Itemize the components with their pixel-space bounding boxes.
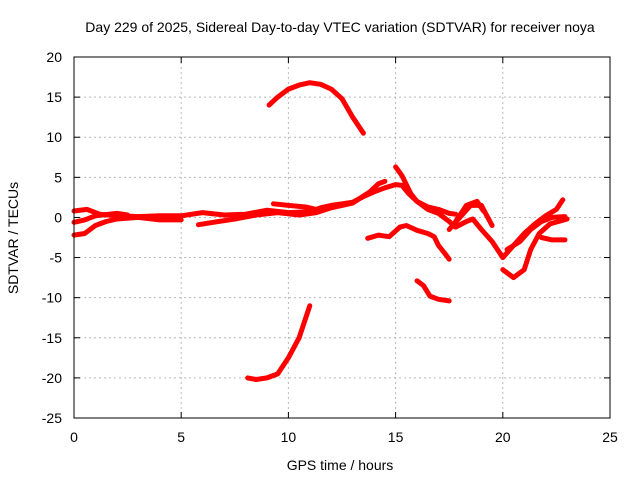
series-arc-3 <box>71 210 131 225</box>
series-arc-4 <box>195 178 388 228</box>
series-arc-14 <box>504 214 568 252</box>
y-tick-label: 15 <box>46 89 62 105</box>
series-arc-6 <box>266 80 366 136</box>
y-tick-label: 0 <box>54 209 62 225</box>
data-series <box>71 80 570 382</box>
y-tick-label: 10 <box>46 129 62 145</box>
x-axis-title: GPS time / hours <box>287 457 394 473</box>
series-arc-10 <box>393 164 566 261</box>
plot-frame <box>73 56 611 419</box>
x-tick-label: 5 <box>177 429 185 445</box>
y-tick-label: -10 <box>42 290 62 306</box>
series-arc-5 <box>270 201 319 212</box>
x-tick-label: 25 <box>602 429 618 445</box>
x-tick-label: 15 <box>388 429 404 445</box>
x-axis-ticks: 0 5 10 15 20 25 <box>70 57 618 445</box>
series-arc-13 <box>500 216 570 281</box>
chart-title: Day 229 of 2025, Sidereal Day-to-day VTE… <box>85 19 595 35</box>
series-arc-9 <box>414 278 452 304</box>
y-axis-title: SDTVAR / TECUs <box>5 182 21 294</box>
y-axis-ticks: -25 -20 -15 -10 -5 0 5 10 15 20 <box>42 49 610 426</box>
series-arc-7 <box>245 303 313 382</box>
grid <box>74 57 610 418</box>
y-tick-label: -5 <box>50 250 63 266</box>
series-arc-15 <box>538 235 568 243</box>
series-arc-8 <box>365 223 452 262</box>
y-tick-label: 5 <box>54 169 62 185</box>
x-tick-label: 0 <box>70 429 78 445</box>
x-tick-label: 20 <box>495 429 511 445</box>
x-tick-label: 10 <box>281 429 297 445</box>
y-tick-label: 20 <box>46 49 62 65</box>
y-tick-label: -15 <box>42 330 62 346</box>
y-tick-label: -20 <box>42 370 62 386</box>
series-arc-12 <box>453 198 486 224</box>
y-tick-label: -25 <box>42 410 62 426</box>
series-arc-2 <box>71 214 184 238</box>
